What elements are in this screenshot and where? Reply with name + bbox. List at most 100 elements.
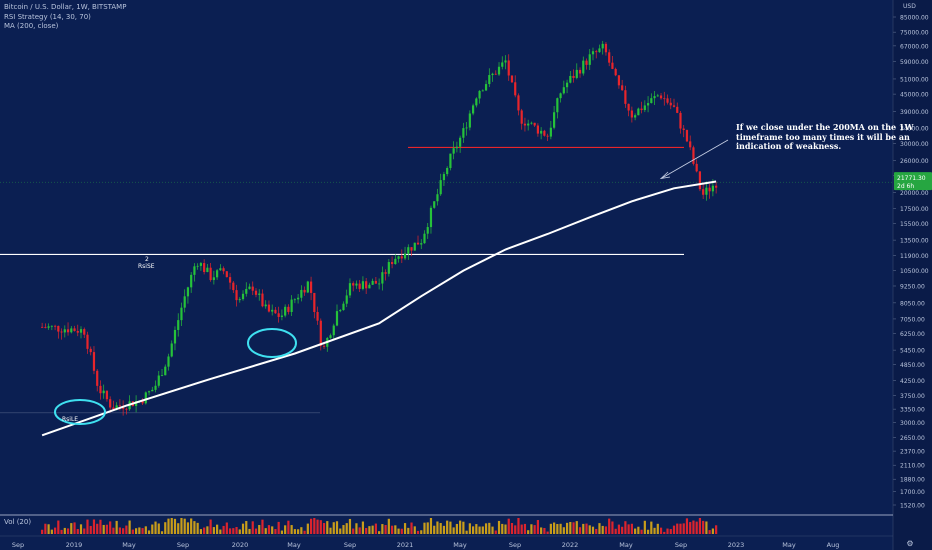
- volume-bar: [627, 524, 630, 534]
- candle-body: [348, 283, 352, 296]
- candle-body: [147, 391, 151, 393]
- volume-bar: [413, 526, 416, 534]
- volume-bar: [698, 518, 702, 534]
- candle-body: [144, 392, 147, 404]
- volume-bar: [196, 522, 199, 534]
- volume-bar: [147, 530, 151, 534]
- volume-bar: [465, 530, 468, 534]
- volume-bar: [569, 521, 572, 534]
- candle-body: [702, 189, 705, 195]
- volume-bar: [416, 530, 420, 534]
- volume-bars: [41, 518, 718, 534]
- candle-body: [293, 299, 296, 301]
- volume-bar: [462, 521, 465, 534]
- candle-body: [698, 171, 702, 190]
- x-axis: Sep 2019 May Sep 2020 May Sep 2021 May Sep 2022 May…: [12, 541, 839, 549]
- candle-body: [575, 69, 578, 78]
- candle-body: [271, 309, 274, 312]
- volume-bar: [426, 522, 429, 534]
- y-tick-label: 6250.00: [900, 331, 925, 338]
- y-tick-label: 3350.00: [900, 407, 925, 414]
- candle-body: [617, 75, 621, 86]
- candle-body: [232, 282, 235, 291]
- volume-bar: [634, 528, 637, 534]
- volume-legend[interactable]: Vol (20): [4, 518, 32, 526]
- legend-symbol[interactable]: Bitcoin / U.S. Dollar, 1W, BITSTAMP: [4, 3, 127, 11]
- candle-body: [125, 408, 128, 410]
- volume-bar: [436, 521, 439, 534]
- volume-bar: [131, 529, 134, 534]
- volume-bar: [105, 524, 109, 534]
- y-tick-label: 59000.00: [900, 59, 929, 66]
- candle-body: [212, 277, 215, 281]
- volume-bar: [53, 527, 57, 534]
- y-tick-label: 1520.00: [900, 503, 925, 510]
- candle-body: [173, 329, 177, 344]
- x-tick-label: May: [619, 541, 633, 549]
- y-tick-label: 26000.00: [900, 158, 929, 165]
- candle-body: [167, 356, 170, 367]
- volume-bar: [177, 523, 180, 534]
- volume-bar: [449, 521, 452, 534]
- volume-bar: [79, 524, 83, 534]
- candle-body: [640, 108, 643, 111]
- volume-bar: [352, 528, 355, 534]
- x-tick-label: Sep: [177, 541, 189, 549]
- candle-body: [254, 290, 258, 295]
- volume-bar: [335, 521, 339, 534]
- volume-bar: [711, 528, 714, 534]
- candle-body: [297, 297, 300, 300]
- x-tick-label: May: [122, 541, 136, 549]
- y-tick-label: 67000.00: [900, 43, 929, 50]
- volume-bar: [400, 528, 403, 534]
- legend-strategy[interactable]: RSI Strategy (14, 30, 70): [4, 12, 91, 21]
- candle-body: [611, 62, 614, 69]
- y-tick-label: 11900.00: [900, 253, 929, 260]
- volume-bar: [348, 518, 352, 534]
- gear-icon[interactable]: ⚙: [906, 539, 913, 548]
- candle-body: [86, 334, 89, 349]
- x-tick-label: Sep: [675, 541, 687, 549]
- legend-ma[interactable]: MA (200, close): [4, 22, 59, 30]
- candle-body: [384, 272, 387, 274]
- volume-bar: [663, 531, 666, 534]
- volume-bar: [685, 518, 689, 534]
- candle-body: [342, 303, 345, 311]
- candle-body: [708, 187, 711, 192]
- x-tick-label: May: [453, 541, 467, 549]
- volume-bar: [682, 523, 685, 534]
- chart-annotation[interactable]: If we close under the 200MA on the 1W ti…: [736, 122, 914, 152]
- volume-bar: [390, 525, 394, 534]
- volume-bar: [630, 523, 633, 534]
- volume-bar: [251, 521, 254, 534]
- candle-body: [553, 112, 556, 128]
- y-tick-label: 51000.00: [900, 76, 929, 83]
- volume-bar: [206, 526, 209, 534]
- volume-bar: [585, 523, 588, 534]
- candle-body: [339, 310, 342, 312]
- candle-body: [433, 201, 436, 208]
- touch-circle-2019: [54, 399, 106, 425]
- volume-bar: [374, 523, 377, 534]
- volume-bar: [442, 525, 446, 534]
- candle-body: [543, 130, 546, 136]
- annotation-arrow: [661, 139, 729, 179]
- volume-bar: [540, 527, 543, 534]
- candle-body: [403, 253, 407, 259]
- candle-body: [601, 43, 604, 49]
- volume-bar: [705, 521, 708, 534]
- candle-body: [235, 290, 238, 301]
- candle-body: [514, 82, 517, 96]
- candle-body: [193, 266, 196, 275]
- candle-body: [151, 389, 154, 392]
- volume-bar: [128, 520, 131, 534]
- volume-bar: [621, 526, 624, 534]
- candle-body: [634, 115, 637, 118]
- volume-bar: [322, 523, 326, 534]
- candle-body: [361, 281, 365, 289]
- candle-body: [99, 385, 102, 394]
- volume-bar: [173, 518, 177, 534]
- x-tick-label: 2022: [562, 541, 579, 549]
- candle-body: [549, 127, 552, 137]
